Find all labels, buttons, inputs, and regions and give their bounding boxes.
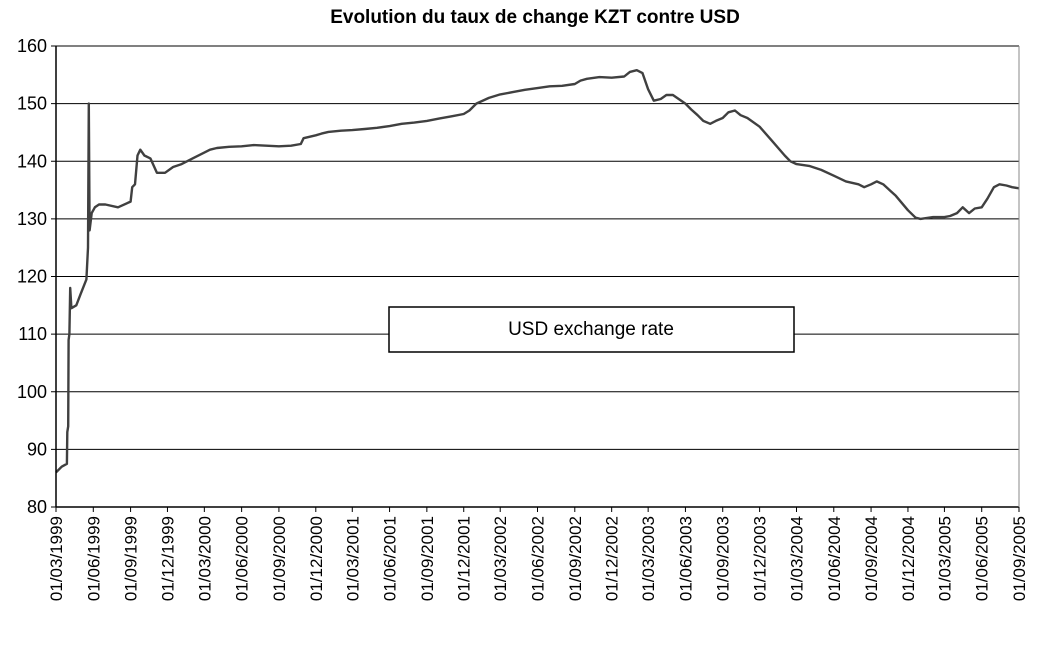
x-tick-label: 01/09/2000 bbox=[270, 516, 289, 601]
x-tick-label: 01/12/2002 bbox=[603, 516, 622, 601]
y-tick-label: 160 bbox=[17, 36, 47, 56]
y-tick-label: 100 bbox=[17, 382, 47, 402]
y-tick-label: 130 bbox=[17, 209, 47, 229]
legend-label: USD exchange rate bbox=[508, 319, 674, 340]
x-tick-label: 01/09/1999 bbox=[122, 516, 141, 601]
x-tick-label: 01/06/2005 bbox=[973, 516, 992, 601]
x-tick-label: 01/03/2004 bbox=[787, 516, 806, 601]
x-tick-label: 01/09/2003 bbox=[714, 516, 733, 601]
x-tick-label: 01/03/1999 bbox=[47, 516, 66, 601]
y-tick-label: 80 bbox=[27, 497, 47, 517]
y-tick-label: 150 bbox=[17, 94, 47, 114]
chart-title: Evolution du taux de change KZT contre U… bbox=[330, 7, 740, 28]
x-tick-label: 01/06/2000 bbox=[233, 516, 252, 601]
x-tick-label: 01/06/2003 bbox=[676, 516, 695, 601]
y-tick-label: 120 bbox=[17, 267, 47, 287]
legend: USD exchange rate bbox=[388, 306, 795, 353]
legend-box bbox=[388, 306, 795, 353]
x-tick-label: 01/09/2004 bbox=[862, 516, 881, 601]
x-tick-label: 01/12/2004 bbox=[899, 516, 918, 601]
y-tick-label: 110 bbox=[18, 324, 47, 344]
y-tick-label: 140 bbox=[17, 151, 47, 171]
gridlines bbox=[56, 45, 1019, 450]
x-tick-label: 01/06/2001 bbox=[381, 516, 400, 601]
x-tick-label: 01/06/2002 bbox=[529, 516, 548, 601]
x-tick-label: 01/09/2002 bbox=[566, 516, 585, 601]
x-tick-label: 01/12/1999 bbox=[158, 516, 177, 601]
x-tick-label: 01/03/2001 bbox=[343, 516, 362, 601]
x-tick-label: 01/09/2001 bbox=[418, 516, 437, 601]
x-tick-label: 01/12/2000 bbox=[307, 516, 326, 601]
y-axis-ticks: 80 90 100 110 120 130 140 150 160 bbox=[17, 36, 56, 517]
x-tick-label: 01/12/2001 bbox=[455, 516, 474, 601]
series-line-usd bbox=[55, 69, 1020, 474]
x-tick-label: 01/03/2002 bbox=[491, 516, 510, 601]
x-tick-label: 01/06/1999 bbox=[84, 516, 103, 601]
x-tick-label: 01/03/2000 bbox=[195, 516, 214, 601]
axes bbox=[55, 46, 1020, 508]
y-tick-label: 90 bbox=[27, 439, 47, 459]
x-tick-label: 01/09/2005 bbox=[1010, 516, 1029, 601]
x-tick-label: 01/12/2003 bbox=[751, 516, 770, 601]
x-tick-label: 01/03/2005 bbox=[935, 516, 954, 601]
x-tick-label: 01/03/2003 bbox=[639, 516, 658, 601]
x-axis-ticks: 01/03/1999 01/06/1999 01/09/1999 01/12/1999… bbox=[47, 507, 1029, 601]
x-tick-label: 01/06/2004 bbox=[825, 516, 844, 601]
